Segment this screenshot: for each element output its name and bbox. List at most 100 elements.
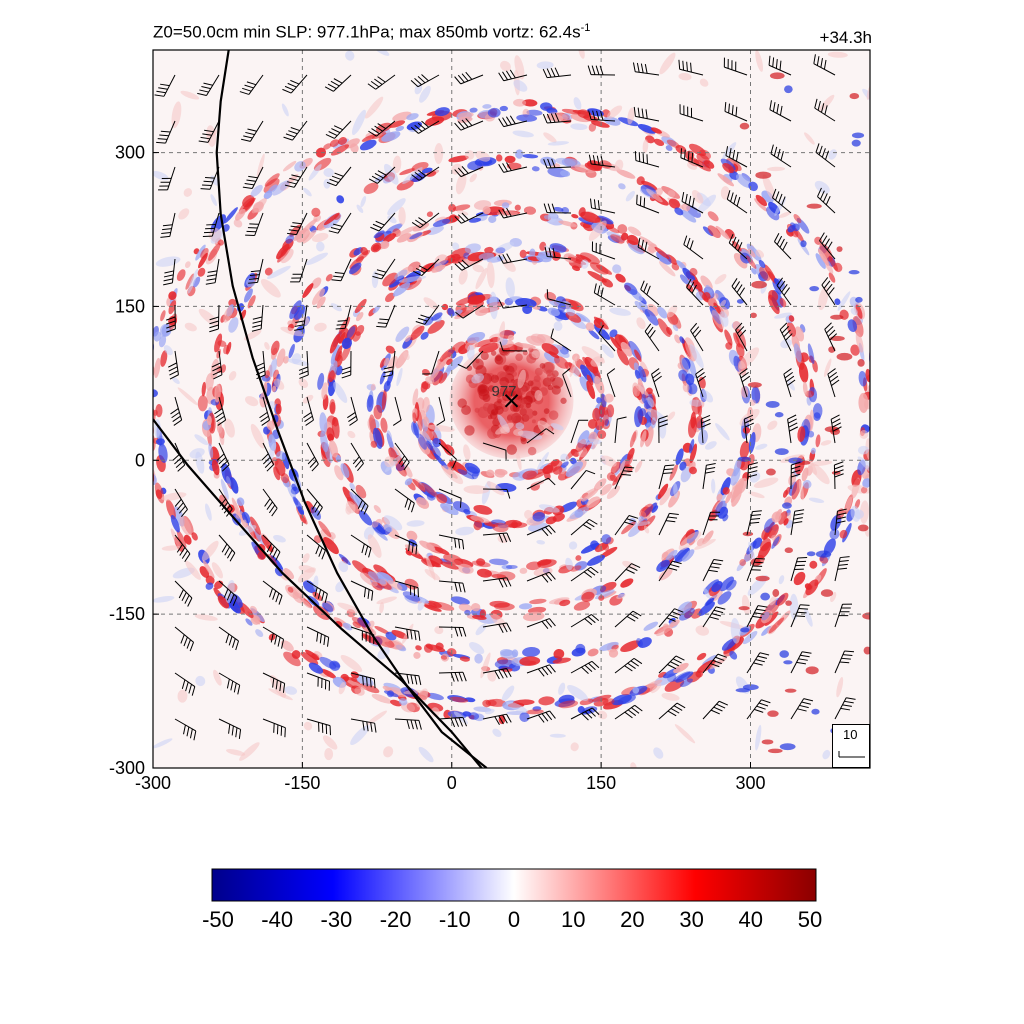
- wind-barb-feather: [781, 326, 790, 334]
- wind-barb-feather: [401, 458, 408, 468]
- background-streak: [171, 101, 182, 129]
- core-speck: [539, 363, 546, 369]
- wind-barb-feather: [506, 207, 512, 217]
- wind-barb-feather: [624, 711, 633, 719]
- background-streak: [720, 299, 727, 308]
- wind-barb-feather: [545, 712, 553, 721]
- vorticity-streak: [730, 467, 741, 486]
- wind-barb-feather: [299, 374, 309, 379]
- wind-barb-feather: [324, 86, 334, 92]
- wind-barb-feather: [817, 187, 822, 197]
- vorticity-streak: [338, 137, 348, 145]
- wind-barb-staff: [598, 332, 616, 352]
- wind-barb-staff: [460, 166, 484, 178]
- vorticity-streak: [604, 393, 614, 403]
- vorticity-streak: [634, 406, 643, 428]
- wind-barb-feather: [162, 224, 173, 227]
- vorticity-streak: [494, 468, 508, 476]
- background-streak: [273, 378, 285, 390]
- wind-barb-feather: [462, 717, 468, 727]
- wind-barb-feather: [836, 512, 847, 516]
- vorticity-streak: [538, 696, 555, 706]
- wind-barb-feather: [181, 592, 187, 602]
- vorticity-streak: [689, 267, 698, 276]
- wind-barb-feather: [624, 466, 635, 469]
- wind-barb-feather: [172, 415, 181, 423]
- wind-barb-feather: [317, 589, 322, 599]
- wind-barb-feather: [596, 155, 600, 166]
- vorticity-streak: [409, 232, 423, 240]
- outer-band-cell: [855, 296, 863, 303]
- vorticity-streak: [373, 504, 382, 514]
- wind-barb-feather: [736, 284, 743, 293]
- vorticity-streak: [226, 475, 232, 487]
- wind-barb-feather: [744, 414, 754, 420]
- wind-barb-feather: [278, 595, 283, 605]
- wind-barb-feather: [341, 366, 352, 371]
- wind-barb-feather: [542, 114, 548, 124]
- background-streak: [691, 189, 704, 204]
- wind-barb-feather: [242, 186, 253, 189]
- wind-barb-feather: [414, 720, 418, 730]
- wind-barb-feather: [209, 324, 219, 329]
- vorticity-streak: [674, 207, 684, 216]
- background-streak: [322, 735, 338, 750]
- wind-barb-feather: [324, 593, 328, 604]
- background-streak: [333, 381, 348, 403]
- wind-barb-feather: [186, 639, 191, 649]
- vorticity-streak: [426, 692, 444, 701]
- wind-barb-feather: [202, 133, 212, 136]
- wind-barb-feather: [198, 140, 209, 143]
- vorticity-streak: [425, 116, 445, 126]
- wind-barb-feather: [172, 453, 181, 461]
- wind-barb-feather: [163, 278, 173, 282]
- wind-barb-feather: [726, 190, 731, 200]
- background-streak: [755, 249, 765, 258]
- wind-barb-feather: [801, 701, 811, 705]
- wind-barb-feather: [544, 247, 548, 257]
- wind-barb-feather: [207, 270, 218, 273]
- wind-barb-feather: [421, 74, 429, 82]
- vorticity-streak: [637, 124, 657, 134]
- wind-barb-staff: [606, 374, 616, 398]
- wind-barb-feather: [298, 366, 309, 371]
- wind-barb-feather: [791, 465, 801, 470]
- wind-barb-feather: [246, 81, 257, 86]
- vorticity-streak: [692, 279, 703, 291]
- wind-barb-feather: [374, 78, 383, 85]
- wind-barb-feather: [584, 618, 593, 626]
- wind-barb-feather: [688, 195, 692, 206]
- wind-barb-feather: [797, 611, 807, 614]
- wind-barb-feather: [646, 285, 651, 295]
- wind-barb-feather: [543, 203, 548, 213]
- colorbar-ramp: [211, 868, 817, 902]
- vorticity-streak: [759, 266, 771, 281]
- vorticity-streak: [586, 496, 601, 509]
- wind-barbs: [154, 54, 856, 741]
- background-streak: [180, 90, 200, 100]
- wind-barb-feather: [498, 254, 504, 264]
- vorticity-streak: [367, 571, 387, 585]
- vorticity-streak: [409, 325, 425, 341]
- vorticity-streak: [354, 674, 374, 686]
- vorticity-streak: [512, 699, 535, 706]
- wind-barb-feather: [821, 103, 825, 113]
- vorticity-streak: [202, 560, 215, 579]
- vorticity-streak: [297, 506, 305, 516]
- core-speck: [533, 375, 541, 383]
- wind-barb-feather: [691, 284, 697, 294]
- core-speck: [494, 405, 504, 415]
- vorticity-streak: [793, 571, 806, 586]
- vorticity-streak: [398, 698, 408, 706]
- wind-barb-feather: [768, 55, 771, 66]
- vorticity-streak: [807, 343, 815, 365]
- wind-barb-feather: [498, 533, 504, 543]
- wind-barb-feather: [373, 678, 376, 689]
- wind-barb-feather: [248, 281, 258, 284]
- wind-barb-feather: [266, 464, 275, 472]
- background-streak: [406, 520, 425, 527]
- vorticity-streak: [367, 620, 375, 629]
- wind-barb-feather: [248, 175, 258, 179]
- background-streak: [171, 376, 180, 385]
- vorticity-streak: [499, 648, 513, 657]
